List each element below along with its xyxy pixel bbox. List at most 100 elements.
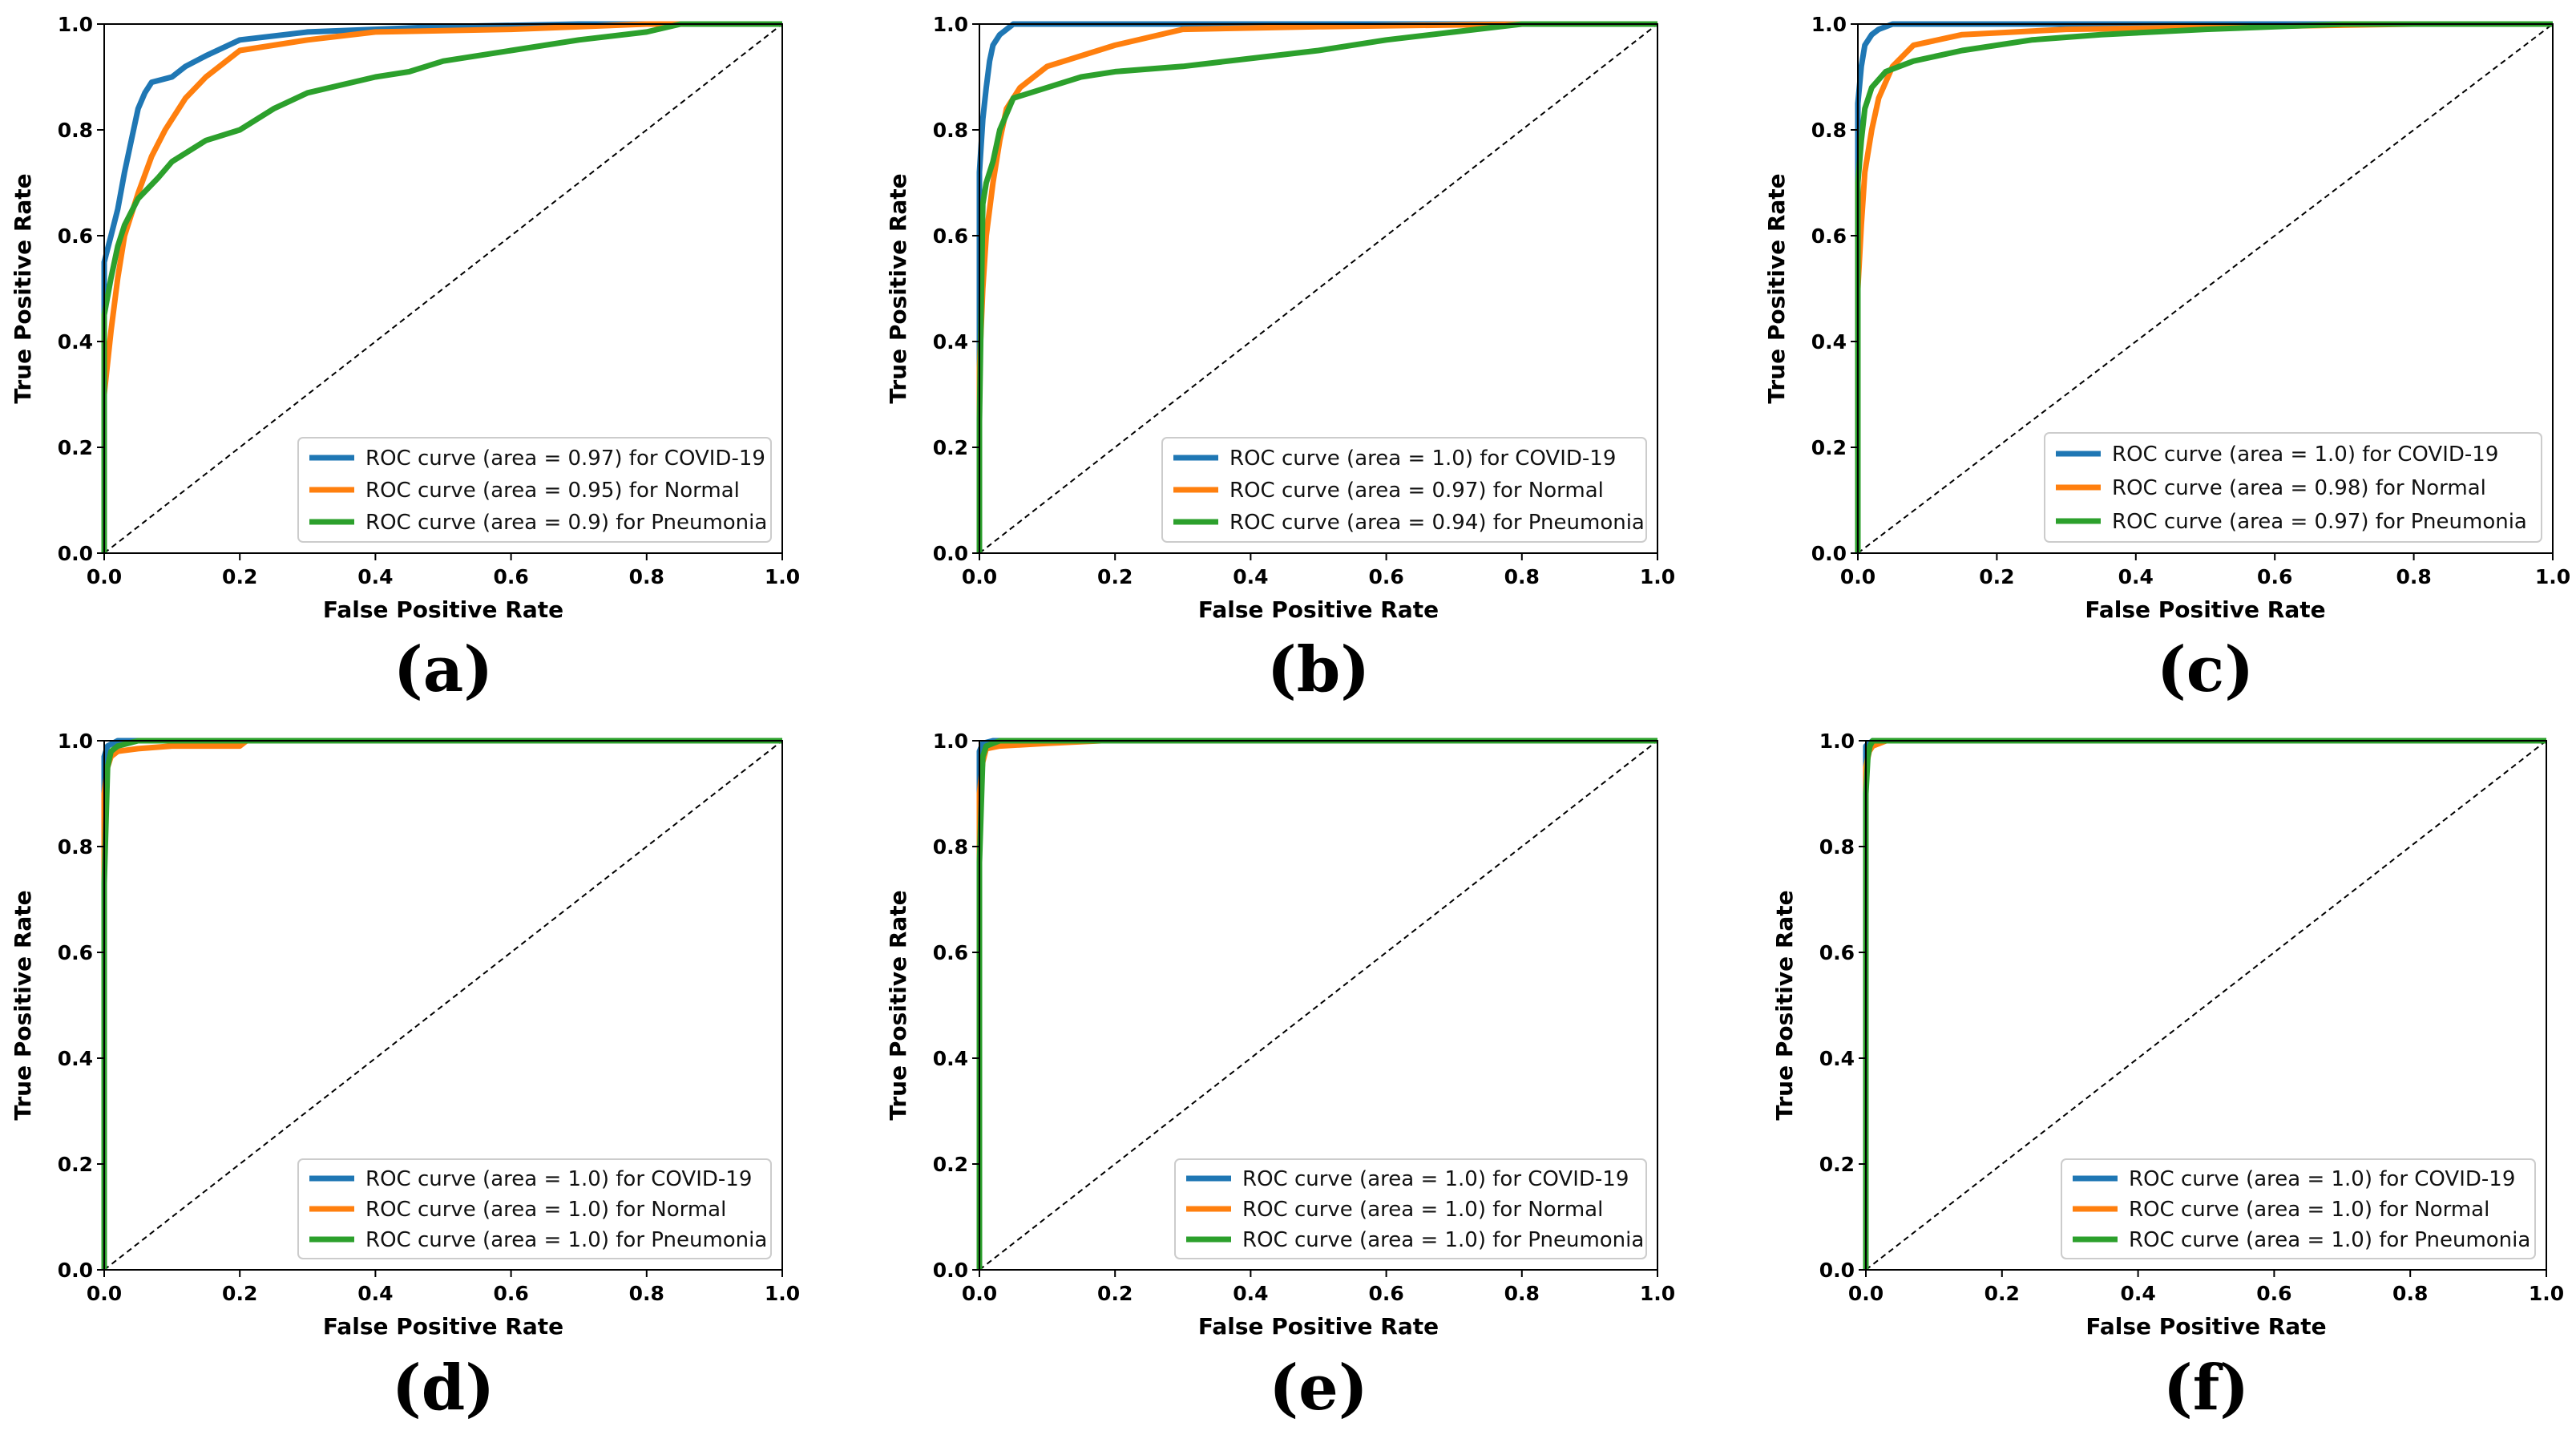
roc-line-pneumonia — [1855, 21, 2553, 553]
legend-entry-covid: ROC curve (area = 1.0) for COVID-19 — [1229, 447, 1616, 471]
panel-label: (b) — [1267, 633, 1370, 706]
legend: ROC curve (area = 1.0) for COVID-19 ROC c… — [297, 1158, 772, 1259]
y-tick-label: 1.0 — [933, 730, 968, 753]
x-axis-label: False Positive Rate — [2085, 1313, 2326, 1340]
legend-entry-pneumonia: ROC curve (area = 1.0) for Pneumonia — [2129, 1228, 2530, 1252]
legend: ROC curve (area = 0.97) for COVID-19 ROC … — [297, 437, 772, 543]
x-tick-label: 1.0 — [2535, 565, 2570, 588]
panel-label: (f) — [2163, 1352, 2249, 1425]
roc-panel-c: 0.0 0.2 0.4 0.6 0.8 1.0 0.0 0.2 0.4 0.6 0.8 1.0 Fals… — [1763, 13, 2570, 706]
y-tick-label: 0.8 — [58, 119, 93, 142]
legend-entry-covid: ROC curve (area = 1.0) for COVID-19 — [2129, 1167, 2515, 1191]
x-tick-label: 0.8 — [629, 565, 664, 588]
roc-line-pneumonia — [101, 21, 782, 553]
legend: ROC curve (area = 1.0) for COVID-19 ROC c… — [2044, 432, 2542, 543]
x-tick-label: 0.8 — [1504, 565, 1540, 588]
x-tick-label: 0.8 — [1504, 1282, 1540, 1305]
x-tick-label: 0.4 — [2120, 1282, 2155, 1305]
axes-frame — [103, 23, 783, 554]
x-tick-label: 0.6 — [493, 565, 528, 588]
roc-panel-b: 0.0 0.2 0.4 0.6 0.8 1.0 0.0 0.2 0.4 0.6 0.8 1.0 Fals… — [885, 13, 1675, 706]
y-tick-label: 1.0 — [58, 730, 93, 753]
legend-entry-covid: ROC curve (area = 1.0) for COVID-19 — [365, 1167, 752, 1191]
x-tick-label: 0.0 — [87, 1282, 122, 1305]
y-axis-label: True Positive Rate — [1771, 890, 1798, 1120]
roc-line-covid — [101, 21, 782, 553]
y-axis-label: True Positive Rate — [885, 890, 911, 1120]
axes-frame — [103, 740, 783, 1271]
chance-diagonal-line — [103, 23, 783, 554]
legend-entry-pneumonia: ROC curve (area = 1.0) for Pneumonia — [1242, 1228, 1644, 1252]
y-tick-label: 0.8 — [1819, 835, 1855, 859]
x-tick-label: 0.4 — [2118, 565, 2154, 588]
y-tick-label: 0.8 — [58, 835, 93, 859]
y-axis-label: True Positive Rate — [885, 173, 911, 403]
y-tick-label: 0.0 — [58, 542, 93, 565]
x-tick-label: 0.4 — [357, 1282, 393, 1305]
y-tick-label: 1.0 — [933, 13, 968, 36]
chance-diagonal-line — [1857, 23, 2554, 554]
legend-entry-covid: ROC curve (area = 1.0) for COVID-19 — [2112, 443, 2498, 467]
y-tick-label: 0.2 — [58, 1153, 93, 1176]
x-tick-label: 0.8 — [629, 1282, 664, 1305]
y-tick-label: 0.6 — [58, 224, 93, 248]
legend-box — [1174, 1158, 1647, 1259]
x-axis-label: False Positive Rate — [1198, 1313, 1439, 1340]
y-tick-label: 0.0 — [933, 542, 968, 565]
x-axis-label: False Positive Rate — [2085, 596, 2325, 623]
x-tick-label: 0.4 — [1233, 1282, 1268, 1305]
x-tick-label: 1.0 — [1640, 1282, 1675, 1305]
x-tick-label: 0.4 — [357, 565, 393, 588]
y-tick-label: 0.6 — [933, 224, 968, 248]
y-tick-label: 1.0 — [58, 13, 93, 36]
legend: ROC curve (area = 1.0) for COVID-19 ROC c… — [1161, 437, 1647, 543]
legend-box — [1161, 437, 1647, 543]
x-tick-label: 1.0 — [1640, 565, 1675, 588]
x-tick-label: 1.0 — [2529, 1282, 2564, 1305]
y-tick-label: 0.2 — [1811, 436, 1847, 459]
x-tick-label: 0.0 — [962, 1282, 997, 1305]
legend-entry-normal: ROC curve (area = 1.0) for Normal — [1242, 1198, 1603, 1222]
chance-diagonal-line — [979, 23, 1658, 554]
chance-diagonal-line — [979, 740, 1658, 1271]
x-tick-label: 0.2 — [222, 1282, 257, 1305]
y-tick-label: 0.6 — [58, 941, 93, 964]
x-tick-label: 0.2 — [1097, 565, 1133, 588]
x-axis-label: False Positive Rate — [323, 1313, 563, 1340]
legend-entry-normal: ROC curve (area = 1.0) for Normal — [365, 1198, 726, 1222]
y-axis-label: True Positive Rate — [1763, 173, 1790, 403]
x-tick-label: 0.6 — [2256, 1282, 2291, 1305]
x-tick-label: 0.2 — [1984, 1282, 2020, 1305]
legend-entry-pneumonia: ROC curve (area = 0.97) for Pneumonia — [2112, 510, 2527, 534]
y-tick-label: 0.0 — [933, 1259, 968, 1282]
roc-panel-a: 0.0 0.2 0.4 0.6 0.8 1.0 0.0 0.2 0.4 0.6 0.8 1.0 Fals… — [10, 13, 800, 706]
roc-line-pneumonia — [976, 21, 1657, 553]
panel-label: (c) — [2157, 633, 2254, 706]
roc-line-normal — [101, 21, 782, 553]
x-tick-label: 0.2 — [1097, 1282, 1133, 1305]
legend-entry-normal: ROC curve (area = 1.0) for Normal — [2129, 1198, 2489, 1222]
x-tick-label: 0.0 — [87, 565, 122, 588]
panel-label: (d) — [392, 1352, 495, 1425]
y-tick-label: 0.4 — [58, 1047, 93, 1070]
y-tick-label: 1.0 — [1811, 13, 1847, 36]
y-tick-label: 0.0 — [1811, 542, 1847, 565]
legend-entry-normal: ROC curve (area = 0.95) for Normal — [365, 479, 740, 503]
axes-frame — [979, 23, 1658, 554]
legend-box — [2061, 1158, 2536, 1259]
y-tick-label: 0.4 — [933, 330, 968, 354]
y-tick-label: 0.0 — [58, 1259, 93, 1282]
y-tick-label: 0.8 — [933, 119, 968, 142]
legend-entry-covid: ROC curve (area = 0.97) for COVID-19 — [365, 447, 765, 471]
y-axis-label: True Positive Rate — [10, 173, 36, 403]
x-tick-label: 0.2 — [1979, 565, 2014, 588]
y-tick-label: 0.2 — [1819, 1153, 1855, 1176]
legend-entry-covid: ROC curve (area = 1.0) for COVID-19 — [1242, 1167, 1629, 1191]
y-tick-label: 0.0 — [1819, 1259, 1855, 1282]
legend-entry-pneumonia: ROC curve (area = 0.9) for Pneumonia — [365, 511, 767, 535]
x-tick-label: 1.0 — [765, 565, 800, 588]
y-tick-label: 0.8 — [933, 835, 968, 859]
x-tick-label: 0.8 — [2396, 565, 2431, 588]
y-axis-label: True Positive Rate — [10, 890, 36, 1120]
y-tick-label: 0.4 — [933, 1047, 968, 1070]
